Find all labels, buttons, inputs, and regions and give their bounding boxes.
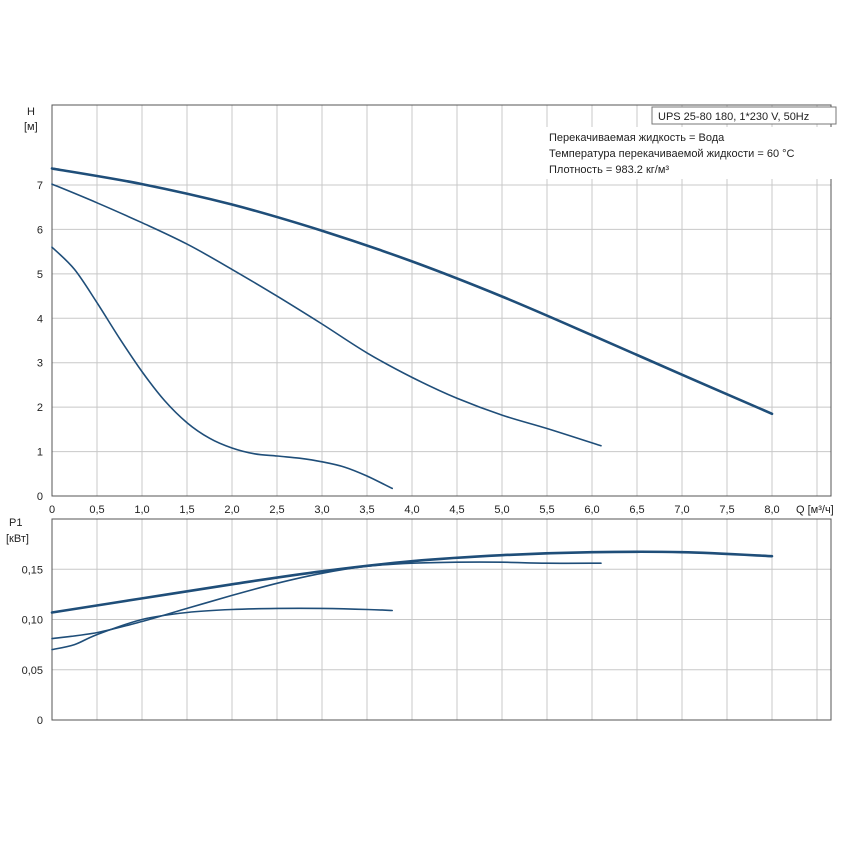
x-tick-label: 3,0 (314, 504, 329, 516)
head-y-tick-label: 1 (37, 447, 43, 459)
power-y-axis-title: P1 (9, 517, 22, 529)
x-axis-title: Q [м³/ч] (796, 504, 834, 516)
head-series-group (50, 167, 774, 490)
x-tick-label: 8,0 (764, 504, 779, 516)
head-y-tick-label: 4 (37, 313, 43, 325)
x-tick-label: 3,5 (359, 504, 374, 516)
x-tick-label: 1,0 (134, 504, 149, 516)
x-tick-label: 7,0 (674, 504, 689, 516)
power-grid (52, 519, 831, 720)
x-tick-label: 2,0 (224, 504, 239, 516)
power-y-tick-label: 0,15 (22, 564, 43, 576)
x-tick-label: 5,5 (539, 504, 554, 516)
power-y-ticks: 0 0,05 0,10 0,15 (22, 564, 43, 727)
head-y-tick-label: 0 (37, 491, 43, 503)
head-y-axis-unit: [м] (24, 121, 38, 133)
head-y-tick-label: 7 (37, 180, 43, 192)
x-tick-label: 6,5 (629, 504, 644, 516)
head-y-axis-title: H (27, 106, 35, 118)
power-series-group (50, 550, 774, 651)
head-curve-3 (51, 246, 393, 490)
x-tick-label: 4,0 (404, 504, 419, 516)
power-y-axis-unit: [кВт] (6, 533, 29, 545)
x-tick-label: 1,5 (179, 504, 194, 516)
info-density-line: Плотность = 983.2 кг/м³ (549, 164, 669, 176)
x-tick-label: 2,5 (269, 504, 284, 516)
info-temperature-line: Температура перекачиваемой жидкости = 60… (549, 148, 795, 160)
power-curve-3 (51, 607, 393, 651)
info-box-background (544, 127, 834, 179)
x-tick-label: 4,5 (449, 504, 464, 516)
x-tick-label: 0,5 (89, 504, 104, 516)
info-box-title-frame (651, 106, 837, 125)
head-y-ticks: 0 1 2 3 4 5 6 7 (37, 180, 43, 503)
x-tick-label: 0 (49, 504, 55, 516)
head-y-tick-label: 6 (37, 224, 43, 236)
power-plot-frame (51, 518, 832, 721)
head-curve-2 (51, 183, 602, 447)
x-tick-label: 5,0 (494, 504, 509, 516)
head-y-tick-label: 5 (37, 269, 43, 281)
head-y-tick-label: 2 (37, 402, 43, 414)
x-tick-label: 7,5 (719, 504, 734, 516)
power-chart: 0 0,05 0,10 0,15 P1 [кВт] (6, 517, 832, 727)
power-curve-1 (50, 550, 774, 614)
head-y-tick-label: 3 (37, 358, 43, 370)
head-x-ticks: 0 0,5 1,0 1,5 2,0 2,5 3,0 3,5 4,0 4,5 5,0 5,5 6,0 6,5… (49, 504, 780, 516)
power-y-tick-label: 0,10 (22, 615, 43, 627)
power-y-tick-label: 0 (37, 715, 43, 727)
power-y-tick-label: 0,05 (22, 665, 43, 677)
info-box: UPS 25-80 180, 1*230 V, 50Hz Перекачивае… (544, 106, 837, 179)
info-fluid-line: Перекачиваемая жидкость = Вода (549, 132, 725, 144)
head-plot-frame (51, 104, 832, 497)
head-curve-1 (50, 167, 774, 416)
power-curve-2 (51, 561, 602, 640)
info-box-title: UPS 25-80 180, 1*230 V, 50Hz (658, 111, 809, 123)
x-tick-label: 6,0 (584, 504, 599, 516)
